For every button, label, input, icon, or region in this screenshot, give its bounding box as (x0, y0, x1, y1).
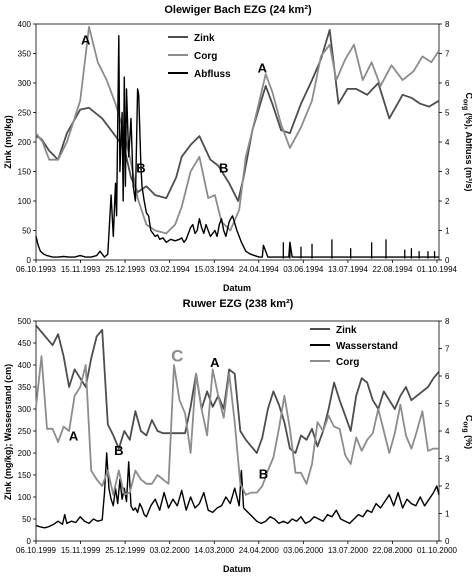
x-tick-label: 25.12.1993 (105, 265, 146, 274)
y-right-tick-label: 5 (445, 109, 450, 118)
y-left-tick-label: 200 (18, 449, 32, 458)
legend-label-corg: Corg (194, 51, 217, 62)
x-tick-label: 14.03.2000 (194, 546, 235, 555)
annotation-label: B (259, 467, 268, 482)
y-right-tick-label: 7 (445, 50, 450, 59)
y-right-tick-label: 1 (445, 227, 450, 236)
series-line-wasserstand (35, 452, 440, 529)
y-axis-left-label: Zink (mg/kg) (3, 115, 13, 169)
y-left-tick-label: 0 (27, 537, 32, 546)
annotation-label: A (69, 429, 79, 444)
annotation-label: A (81, 33, 91, 48)
x-tick-label: 01.10.2000 (417, 546, 458, 555)
y-right-tick-label: 4 (445, 427, 450, 436)
legend-label-abfluss: Abfluss (194, 69, 231, 80)
y-left-tick-label: 250 (18, 109, 32, 118)
y-right-tick-label: 4 (445, 138, 450, 147)
annotation-label: C (171, 346, 183, 365)
x-tick-label: 24.04.1994 (239, 265, 280, 274)
y-right-tick-label: 7 (445, 345, 450, 354)
y-axis-right-label: Corg (%), Abfluss (m³/s) (462, 93, 472, 192)
series-line-zink (35, 28, 440, 202)
x-tick-label: 03.02.1994 (150, 265, 191, 274)
x-tick-label: 22.08.1994 (372, 265, 413, 274)
x-tick-label: 15.11.1999 (61, 546, 101, 555)
y-right-tick-label: 8 (445, 317, 450, 326)
y-right-tick-label: 6 (445, 79, 450, 88)
series-line-corg (35, 25, 440, 235)
x-axis-label: Datum (223, 283, 251, 293)
y-right-tick-label: 6 (445, 372, 450, 381)
y-axis-left-label: Zink (mg/kg); Wasserstand (cm) (3, 364, 13, 500)
y-left-tick-label: 500 (18, 317, 32, 326)
x-tick-label: 03.06.2000 (283, 546, 324, 555)
chart-title: Olewiger Bach EZG (24 km²) (164, 4, 312, 16)
y-left-tick-label: 350 (18, 50, 32, 59)
legend: Zink Wasserstand Corg (310, 325, 398, 368)
annotation-label: A (210, 355, 220, 370)
annotation-label: A (258, 60, 268, 75)
series-line-corg (35, 355, 439, 496)
legend-label-zink: Zink (194, 33, 215, 44)
y-left-tick-label: 150 (18, 471, 32, 480)
chart-olewiger-bach: Olewiger Bach EZG (24 km²) 0501001502002… (3, 4, 472, 293)
y-right-tick-label: 0 (445, 256, 450, 265)
y-left-tick-label: 150 (18, 168, 32, 177)
legend-label-wasserstand: Wasserstand (336, 341, 398, 352)
y-left-tick-label: 400 (18, 361, 32, 370)
x-tick-label: 24.04.2000 (239, 546, 280, 555)
y-left-tick-label: 300 (18, 79, 32, 88)
y-left-tick-label: 200 (18, 138, 32, 147)
y-left-tick-label: 350 (18, 383, 32, 392)
x-tick-label: 13.07.2000 (328, 546, 369, 555)
x-tick-label: 01.10.1994 (417, 265, 458, 274)
y-right-tick-label: 3 (445, 168, 450, 177)
legend-label-zink: Zink (336, 325, 357, 336)
y-right-tick-label: 8 (445, 20, 450, 29)
y-left-tick-label: 250 (18, 427, 32, 436)
y-left-tick-label: 0 (27, 256, 32, 265)
y-axis-right-label: Corg (%) (462, 415, 472, 449)
x-tick-label: 13.07.1994 (328, 265, 369, 274)
plot-frame (35, 320, 440, 542)
y-left-tick-label: 300 (18, 405, 32, 414)
x-tick-label: 06.10.1993 (16, 265, 57, 274)
x-tick-label: 25.12.1999 (105, 546, 146, 555)
annotation-label: B (114, 443, 123, 458)
chart-title: Ruwer EZG (238 km²) (183, 298, 294, 310)
y-right-tick-label: 2 (445, 482, 450, 491)
y-right-tick-label: 0 (445, 537, 450, 546)
x-tick-label: 22.08.2000 (372, 546, 413, 555)
y-left-tick-label: 50 (22, 515, 31, 524)
chart-ruwer: Ruwer EZG (238 km²) 05010015020025030035… (3, 298, 472, 574)
x-tick-label: 15.03.1994 (194, 265, 235, 274)
legend: Zink Corg Abfluss (168, 33, 231, 80)
y-right-tick-label: 3 (445, 455, 450, 464)
y-left-tick-label: 400 (18, 20, 32, 29)
annotation-label: B (219, 161, 228, 176)
x-tick-label: 15.11.1993 (61, 265, 101, 274)
y-right-tick-label: 1 (445, 510, 450, 519)
y-left-tick-label: 450 (18, 339, 32, 348)
y-right-tick-label: 2 (445, 197, 450, 206)
legend-label-corg: Corg (336, 357, 359, 368)
x-axis-label: Datum (223, 564, 251, 574)
y-left-tick-label: 50 (22, 227, 31, 236)
x-tick-label: 03.06.1994 (283, 265, 324, 274)
series-line-zink (35, 324, 440, 454)
y-left-tick-label: 100 (18, 197, 32, 206)
annotation-label: B (136, 161, 145, 176)
x-tick-label: 03.02.2000 (150, 546, 191, 555)
series-line-abfluss (35, 35, 439, 258)
x-tick-label: 06.10.1999 (16, 546, 57, 555)
y-left-tick-label: 100 (18, 493, 32, 502)
y-right-tick-label: 5 (445, 400, 450, 409)
